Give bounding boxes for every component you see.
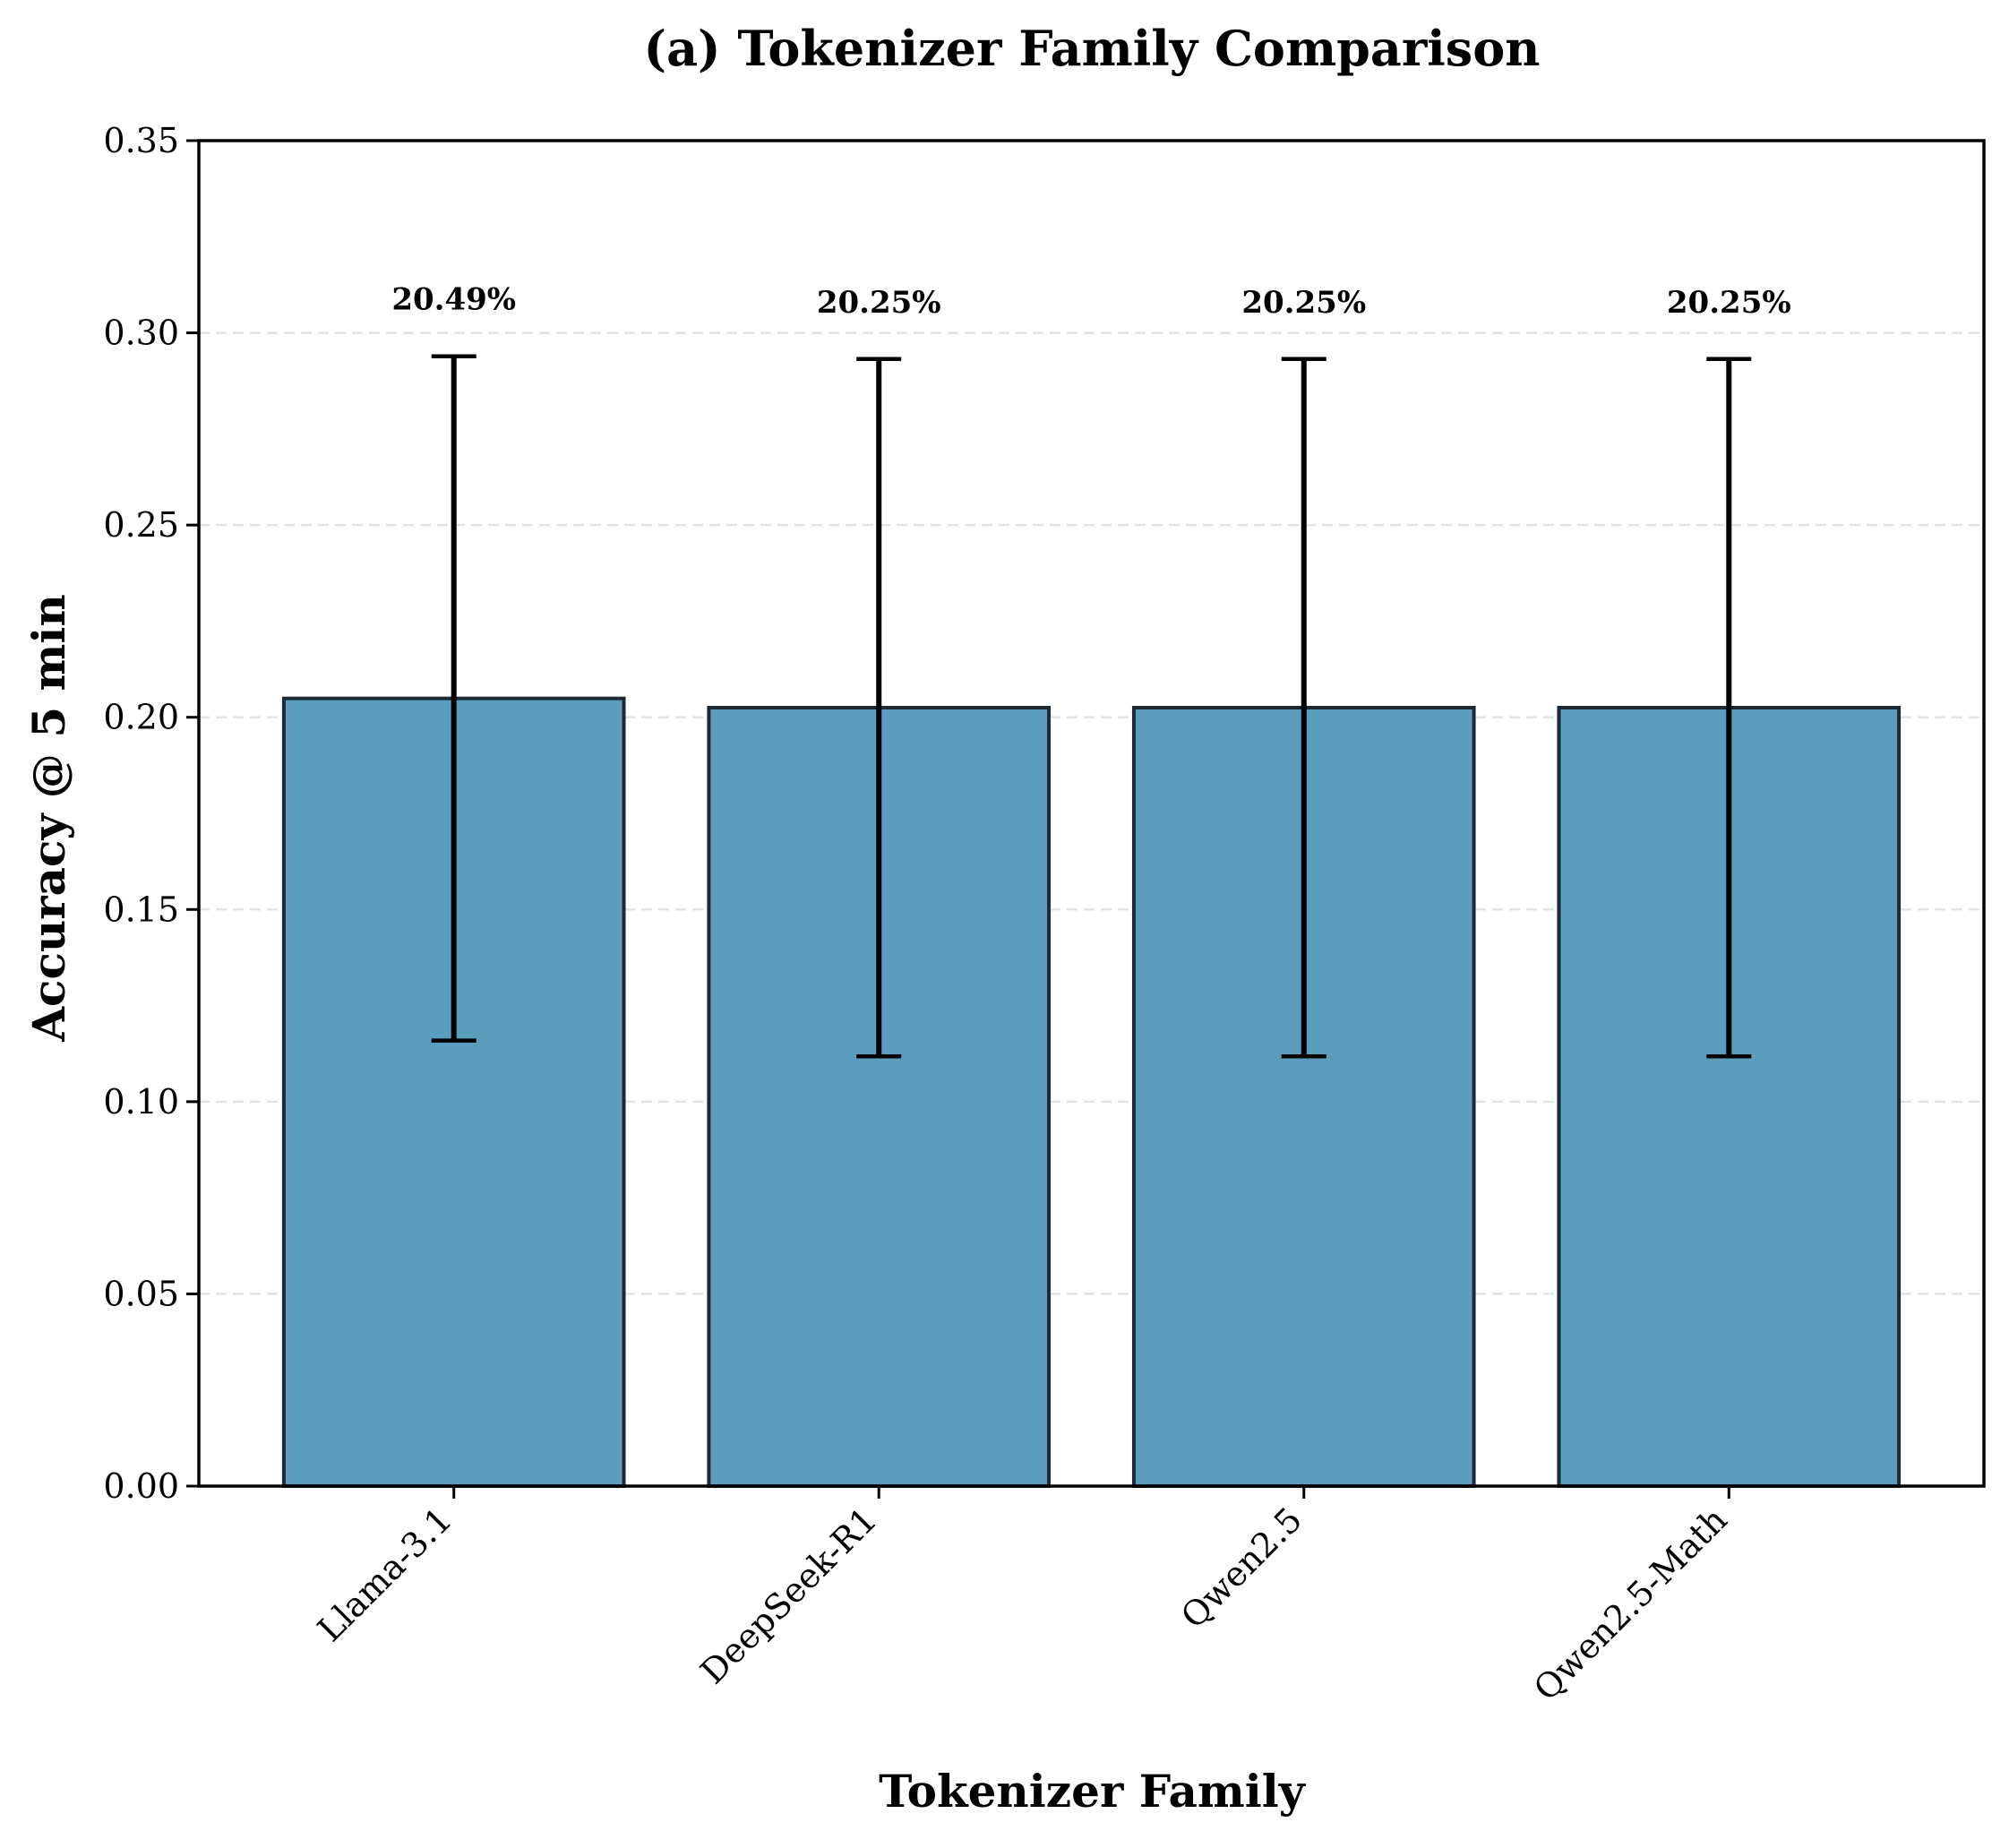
plot-frame [197, 139, 1986, 1488]
x-tick-label: Qwen2.5 [1173, 1500, 1309, 1636]
y-tick-label: 0.35 [103, 121, 179, 160]
y-axis-label: Accuracy @ 5 min [22, 594, 75, 1043]
error-bars [431, 354, 1752, 1059]
y-tick-label: 0.15 [103, 890, 179, 929]
bars [281, 696, 1902, 1488]
x-tick-label: Llama-3.1 [310, 1500, 459, 1649]
y-axis: 0.00 0.05 0.10 0.15 0.20 0.25 0.30 0.35 [103, 121, 199, 1506]
data-label: 20.25% [1241, 285, 1366, 321]
x-axis: Llama-3.1 DeepSeek-R1 Qwen2.5 Qwen2.5-Math [310, 1486, 1735, 1708]
data-label: 20.25% [1667, 285, 1791, 321]
data-label: 20.25% [817, 285, 941, 321]
x-axis-label: Tokenizer Family [879, 1765, 1307, 1818]
y-tick-label: 0.25 [103, 505, 179, 545]
y-tick-label: 0.10 [103, 1082, 179, 1122]
y-tick-label: 0.30 [103, 314, 179, 353]
data-labels: 20.49% 20.25% 20.25% 20.25% [391, 282, 1790, 321]
y-tick-label: 0.00 [103, 1466, 179, 1506]
data-label: 20.49% [391, 282, 516, 318]
x-tick-label: Qwen2.5-Math [1526, 1500, 1735, 1708]
y-tick-label: 0.05 [103, 1274, 179, 1313]
y-tick-label: 0.20 [103, 698, 179, 737]
x-tick-label: DeepSeek-R1 [693, 1500, 885, 1691]
chart-title: (a) Tokenizer Family Comparison [644, 20, 1541, 77]
